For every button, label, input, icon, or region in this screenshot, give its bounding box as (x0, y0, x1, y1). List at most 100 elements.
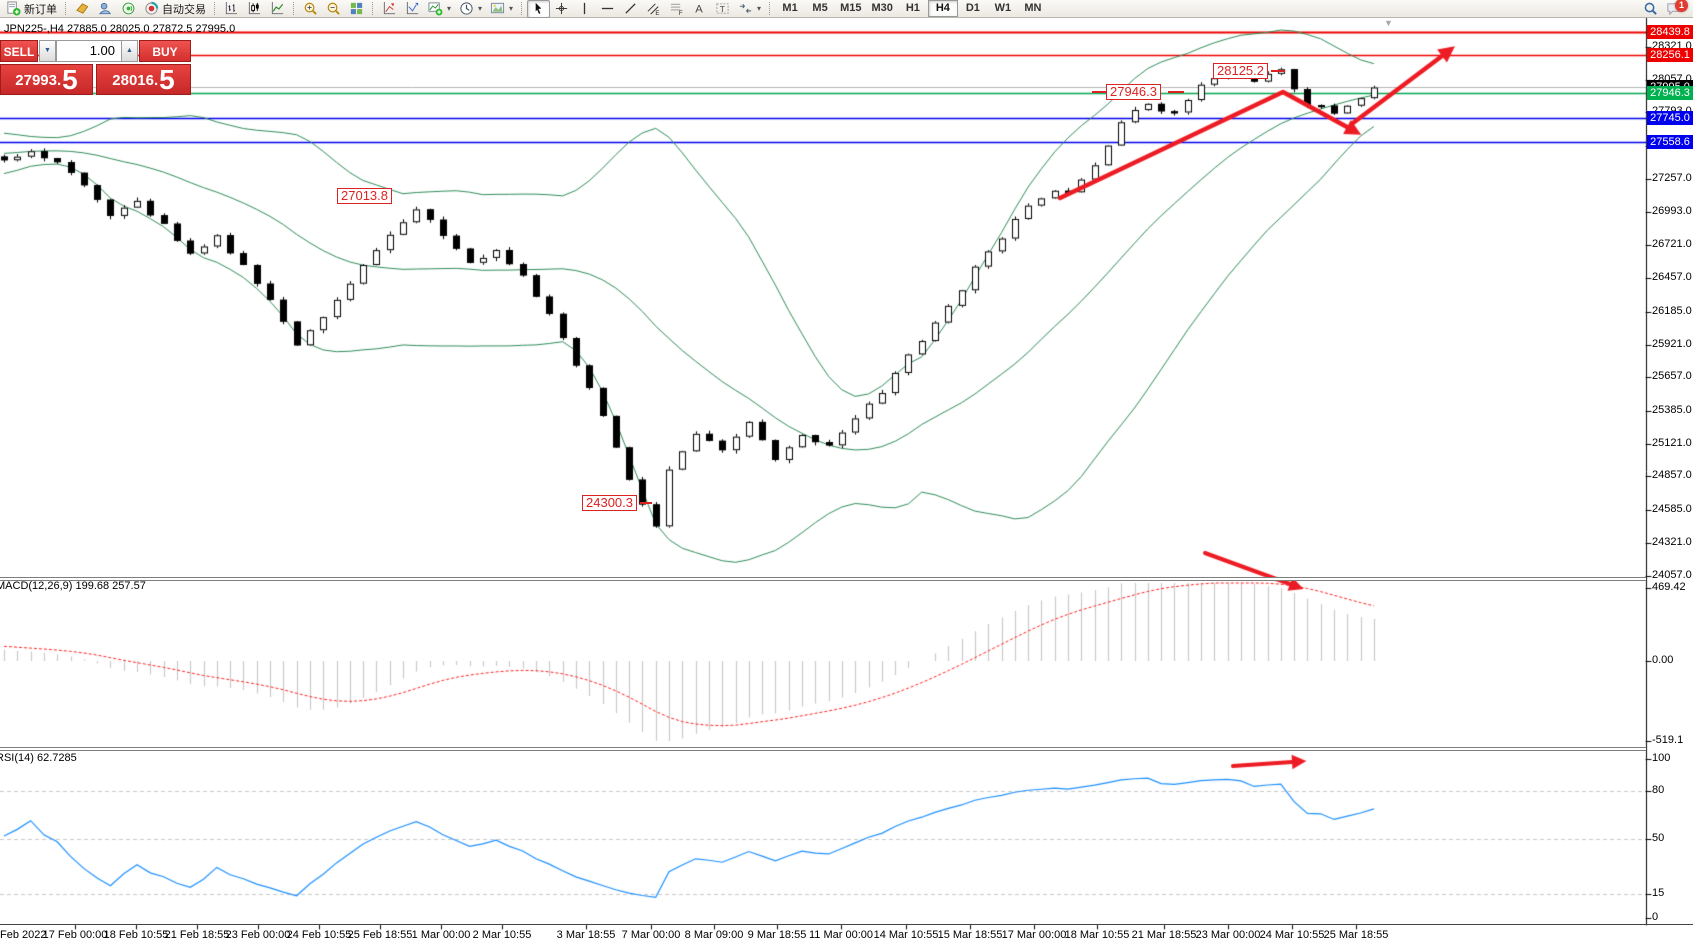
price-tick-label: 24321.0 (1652, 535, 1692, 548)
timeframe-m1-button[interactable]: M1 (782, 2, 798, 14)
text-label-button[interactable]: T (711, 0, 734, 18)
ask-price[interactable]: 28016. 5 (96, 64, 191, 95)
date-tick-label: 21 Feb 18:55 (164, 929, 230, 941)
notifications-icon[interactable]: 1 (1666, 0, 1688, 16)
templates-button[interactable]: ▾ (486, 0, 517, 18)
chart-line-button[interactable] (266, 0, 289, 18)
autotrade-label: 自动交易 (162, 3, 206, 16)
notification-badge: 1 (1675, 0, 1688, 12)
periods-button[interactable]: ▾ (455, 0, 486, 18)
price-badge-27745.0: 27745.0 (1647, 111, 1693, 126)
chart-canvas[interactable] (0, 18, 1693, 944)
panel-separator-dates (0, 924, 1693, 925)
svg-text:E: E (655, 10, 659, 16)
date-tick-label: 18 Mar 10:55 (1064, 929, 1130, 941)
autotrade-icon (144, 1, 159, 16)
price-badge-27558.6: 27558.6 (1647, 134, 1693, 149)
zoom-in-button[interactable] (299, 0, 322, 18)
price-tick-label: 25385.0 (1652, 404, 1692, 417)
panel-separator-rsi[interactable] (0, 747, 1646, 751)
price-tick-label: 25921.0 (1652, 337, 1692, 350)
svg-text:F: F (679, 10, 683, 16)
rsi-indicator-label: RSI(14) 62.7285 (0, 752, 77, 764)
timeframe-m30-button[interactable]: M30 (871, 2, 893, 14)
chart-candles-button[interactable] (243, 0, 266, 18)
toolbar-separator (372, 2, 374, 15)
bid-price-main: 27993. (15, 72, 62, 89)
rsi-tick-label: 50 (1652, 831, 1665, 844)
price-annotation-28125.2[interactable]: 28125.2 (1213, 63, 1268, 79)
add-indicator-button[interactable]: ▾ (424, 0, 455, 18)
price-badge-28439.8: 28439.8 (1647, 25, 1693, 40)
search-icon[interactable] (1643, 1, 1658, 16)
date-tick-label: 23 Mar 00:00 (1195, 929, 1261, 941)
timeframe-mn-button[interactable]: MN (1024, 2, 1042, 14)
date-tick-label: 25 Feb 18:55 (347, 929, 413, 941)
crosshair-button[interactable] (550, 0, 573, 18)
fibonacci-button[interactable]: F (665, 0, 688, 18)
zoom-out-button[interactable] (322, 0, 345, 18)
date-tick-label: 25 Mar 18:55 (1323, 929, 1389, 941)
zoom-in-icon (303, 1, 318, 16)
price-tick-label: 26993.0 (1652, 204, 1692, 217)
indicator-window-button[interactable] (401, 0, 424, 18)
chevron-down-icon[interactable]: ▾ (447, 4, 452, 13)
text-icon: A (692, 1, 707, 16)
timeframe-h4-button[interactable]: H4 (927, 0, 958, 17)
date-tick-label: 1 Mar 00:00 (411, 929, 471, 941)
date-tick-label: 11 Mar 00:00 (808, 929, 873, 941)
date-tick-label: 8 Mar 09:00 (684, 929, 744, 941)
buy-button[interactable]: BUY (139, 40, 191, 62)
price-tick-label: 26721.0 (1652, 238, 1692, 251)
volume-input[interactable]: 1.00 (56, 40, 122, 62)
price-annotation-24300.3[interactable]: 24300.3 (582, 495, 637, 511)
annotation-connector (1271, 70, 1285, 72)
signals-button[interactable] (117, 0, 140, 18)
rsi-tick-label: 0 (1652, 911, 1659, 923)
chevron-down-icon[interactable]: ▾ (757, 4, 762, 13)
bid-price[interactable]: 27993. 5 (0, 64, 93, 95)
new-order-button[interactable]: 新订单 (2, 0, 61, 18)
autotrade-button[interactable]: 自动交易 (140, 0, 210, 18)
timeframe-w1-button[interactable]: W1 (994, 2, 1012, 14)
arrows-button[interactable]: ▾ (734, 0, 765, 18)
chevron-down-icon[interactable]: ▾ (509, 4, 514, 13)
rsi-tick-label: 100 (1652, 752, 1671, 764)
volume-decrease-button[interactable]: ▼ (39, 40, 56, 62)
date-tick-label: 3 Mar 18:55 (556, 929, 616, 941)
timeframe-d1-button[interactable]: D1 (965, 2, 980, 14)
price-tick-label: 24057.0 (1652, 568, 1692, 581)
community-button[interactable] (94, 0, 117, 18)
chart-shift-marker-icon[interactable]: ▼ (1384, 18, 1393, 28)
horizontal-line-icon (600, 1, 615, 16)
sell-button[interactable]: SELL (0, 40, 38, 62)
cursor-button[interactable] (527, 0, 551, 18)
bid-price-big-digit: 5 (62, 64, 78, 95)
timeframe-m15-button[interactable]: M15 (840, 2, 862, 14)
market-icon (75, 1, 90, 16)
indicator-list-button[interactable] (378, 0, 401, 18)
price-badge-28256.1: 28256.1 (1647, 48, 1693, 63)
timeframe-m5-button[interactable]: M5 (812, 2, 828, 14)
volume-increase-button[interactable]: ▲ (121, 40, 138, 62)
market-button[interactable] (71, 0, 94, 18)
vertical-line-button[interactable] (573, 0, 596, 18)
price-annotation-27013.8[interactable]: 27013.8 (337, 188, 392, 204)
trendline-button[interactable] (619, 0, 642, 18)
price-tick-label: 25121.0 (1652, 436, 1692, 449)
zoom-out-icon (326, 1, 341, 16)
chart-bars-button[interactable] (220, 0, 243, 18)
date-tick-label: 23 Feb 00:00 (225, 929, 291, 941)
panel-separator-macd[interactable] (0, 577, 1646, 581)
price-annotation-27946.3[interactable]: 27946.3 (1106, 84, 1161, 100)
indicator-window-icon (405, 1, 420, 16)
new-order-label: 新订单 (24, 3, 57, 16)
date-tick-label: 17 Feb 00:00 (42, 929, 108, 941)
text-button[interactable]: A (688, 0, 711, 18)
timeframe-h1-button[interactable]: H1 (905, 2, 920, 14)
chevron-down-icon[interactable]: ▾ (478, 4, 483, 13)
equidistant-channel-button[interactable]: E (642, 0, 665, 18)
rsi-tick-label: 80 (1652, 783, 1665, 796)
horizontal-line-button[interactable] (596, 0, 619, 18)
tile-windows-button[interactable] (345, 0, 368, 18)
